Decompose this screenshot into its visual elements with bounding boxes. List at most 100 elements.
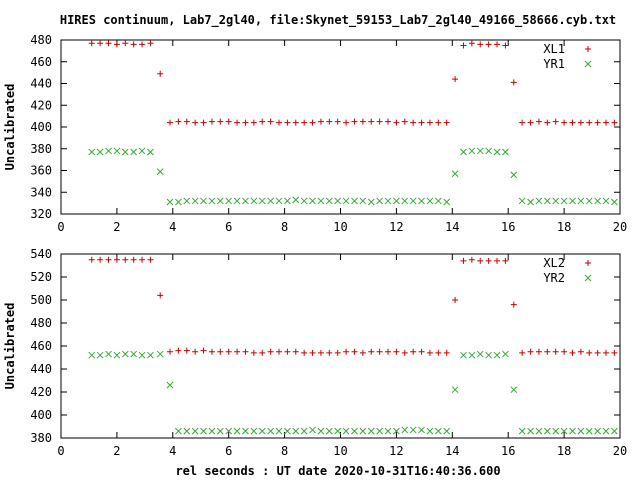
data-point — [113, 41, 120, 48]
data-point — [334, 349, 341, 356]
data-point — [175, 198, 182, 206]
data-point — [309, 197, 316, 205]
data-point — [276, 119, 283, 126]
data-point — [351, 348, 358, 355]
data-point — [96, 148, 104, 156]
data-point — [267, 348, 274, 355]
data-point — [147, 40, 154, 47]
data-point — [418, 426, 425, 434]
data-point — [569, 119, 576, 126]
y-tick-label: 380 — [30, 142, 52, 156]
data-point — [560, 197, 568, 205]
data-point — [569, 197, 576, 205]
data-point — [208, 427, 216, 435]
data-point — [577, 119, 584, 126]
data-point — [594, 349, 601, 356]
data-point — [325, 427, 333, 435]
x-tick-label: 8 — [281, 220, 288, 234]
data-point — [284, 119, 291, 126]
legend-label: XL2 — [543, 256, 565, 270]
data-point — [259, 118, 266, 125]
data-point — [527, 119, 534, 126]
data-point — [334, 427, 342, 435]
data-point — [426, 349, 433, 356]
x-tick-label: 16 — [501, 220, 515, 234]
y-tick-label: 420 — [30, 385, 52, 399]
data-point — [156, 168, 164, 175]
data-point — [585, 197, 593, 205]
data-point — [510, 171, 518, 179]
x-tick-label: 14 — [445, 444, 459, 458]
data-point — [342, 427, 350, 435]
data-point — [468, 147, 476, 155]
data-point — [191, 427, 199, 435]
legend-marker — [584, 60, 592, 68]
data-point — [284, 197, 291, 205]
data-point — [385, 348, 392, 355]
data-point — [105, 350, 112, 358]
data-point — [543, 197, 551, 205]
data-point — [385, 118, 392, 125]
data-point — [191, 197, 199, 205]
data-point — [544, 119, 551, 126]
data-point — [250, 427, 258, 435]
data-point — [284, 348, 291, 355]
data-point — [113, 256, 120, 263]
legend-marker — [585, 260, 591, 266]
data-point — [527, 198, 534, 206]
data-point — [434, 197, 442, 205]
chart-panel-1: 0 2 4 6 8 10 12 14 16 18 20 320 340 360 380 400 420 440 46… — [3, 33, 627, 234]
data-point — [157, 70, 164, 77]
x-tick-label: 0 — [57, 220, 64, 234]
data-point — [326, 349, 333, 356]
data-point — [166, 381, 174, 389]
data-point — [234, 348, 241, 355]
x-tick-label: 18 — [557, 220, 571, 234]
data-point — [97, 40, 104, 47]
y-tick-label: 480 — [30, 33, 52, 47]
data-point — [183, 347, 190, 354]
data-point — [208, 197, 216, 205]
data-point — [183, 197, 191, 205]
data-point — [552, 197, 560, 205]
data-point — [138, 147, 146, 155]
data-point — [527, 427, 534, 435]
data-point — [577, 348, 584, 355]
data-point — [502, 148, 509, 156]
data-point — [368, 118, 375, 125]
data-point — [267, 427, 274, 435]
y-tick-label: 400 — [30, 120, 52, 134]
data-point — [88, 148, 96, 156]
data-point — [443, 427, 451, 435]
data-point — [552, 427, 560, 435]
x-axis-title: rel seconds : UT date 2020-10-31T16:40:3… — [175, 464, 500, 478]
data-point — [334, 118, 341, 125]
data-point — [477, 41, 484, 48]
data-point — [376, 118, 383, 125]
data-point — [217, 348, 224, 355]
data-point — [200, 347, 207, 354]
x-tick-label: 8 — [281, 444, 288, 458]
series-yr1 — [88, 147, 618, 206]
data-point — [147, 351, 154, 359]
data-point — [343, 119, 350, 126]
data-point — [367, 427, 375, 435]
data-point — [250, 119, 257, 126]
data-point — [494, 41, 501, 48]
x-tick-label: 10 — [333, 220, 347, 234]
data-point — [393, 119, 400, 126]
data-point — [242, 427, 249, 435]
data-point — [451, 386, 459, 394]
data-point — [259, 349, 266, 356]
x-tick-label: 2 — [113, 220, 120, 234]
data-point — [426, 427, 434, 435]
data-point — [351, 427, 358, 435]
data-point — [301, 119, 308, 126]
y-tick-label: 380 — [30, 431, 52, 445]
x-tick-label: 6 — [225, 444, 232, 458]
x-tick-label: 12 — [389, 444, 403, 458]
legend-label: XL1 — [543, 42, 565, 56]
data-point — [343, 348, 350, 355]
data-point — [502, 257, 509, 264]
